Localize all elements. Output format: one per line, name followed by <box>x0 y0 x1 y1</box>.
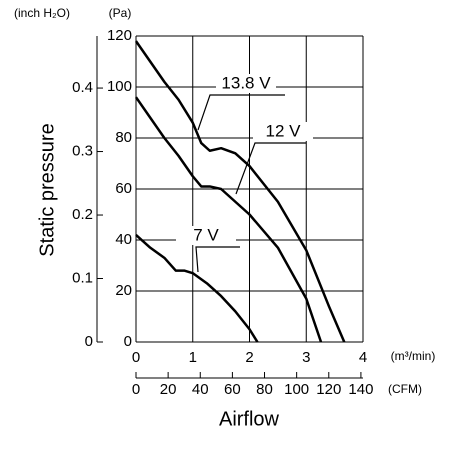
y-tick-label: 0 <box>124 333 132 350</box>
x2-unit-label: (CFM) <box>388 382 422 396</box>
x2-tick-label: 100 <box>284 381 309 398</box>
y2-tick-label: 0.4 <box>72 79 93 96</box>
series-label: 13.8 V <box>221 73 271 92</box>
label-bg <box>176 226 236 245</box>
y-tick-label: 40 <box>115 231 132 248</box>
x-tick-label: 0 <box>132 349 140 366</box>
x-tick-label: 3 <box>302 349 310 366</box>
leader-line <box>197 94 285 131</box>
y-tick-label: 100 <box>107 78 132 95</box>
series-label: 12 V <box>266 121 302 140</box>
x2-tick-label: 0 <box>132 381 140 398</box>
label-bg <box>253 122 313 141</box>
y-tick-label: 80 <box>115 129 132 146</box>
leader-line <box>195 246 240 273</box>
leader-line <box>235 142 306 195</box>
label-bg <box>216 74 276 93</box>
x2-tick-label: 120 <box>316 381 341 398</box>
y-tick-label: 120 <box>107 27 132 44</box>
x2-tick-label: 20 <box>160 381 177 398</box>
y2-tick-label: 0.2 <box>72 206 93 223</box>
y-unit-label: (Pa) <box>109 6 132 20</box>
y-axis-title: Static pressure <box>36 123 58 256</box>
x-tick-label: 1 <box>189 349 197 366</box>
x2-tick-label: 60 <box>224 381 241 398</box>
x-tick-label: 4 <box>359 349 367 366</box>
x2-tick-label: 140 <box>348 381 373 398</box>
y2-unit-label: (inch H₂O) <box>14 6 70 20</box>
y-tick-label: 60 <box>115 180 132 197</box>
series-label: 7 V <box>193 225 219 244</box>
x-unit-label: (m³/min) <box>391 349 436 363</box>
curve <box>135 233 259 343</box>
curve <box>134 96 323 343</box>
x-axis-title: Airflow <box>219 408 280 430</box>
x2-tick-label: 80 <box>256 381 273 398</box>
curve <box>134 40 346 343</box>
x-tick-label: 2 <box>245 349 253 366</box>
y2-tick-label: 0.3 <box>72 143 93 160</box>
x2-tick-label: 40 <box>192 381 209 398</box>
y2-tick-label: 0.1 <box>72 269 93 286</box>
y-tick-label: 20 <box>115 282 132 299</box>
y2-tick-label: 0 <box>85 333 93 350</box>
